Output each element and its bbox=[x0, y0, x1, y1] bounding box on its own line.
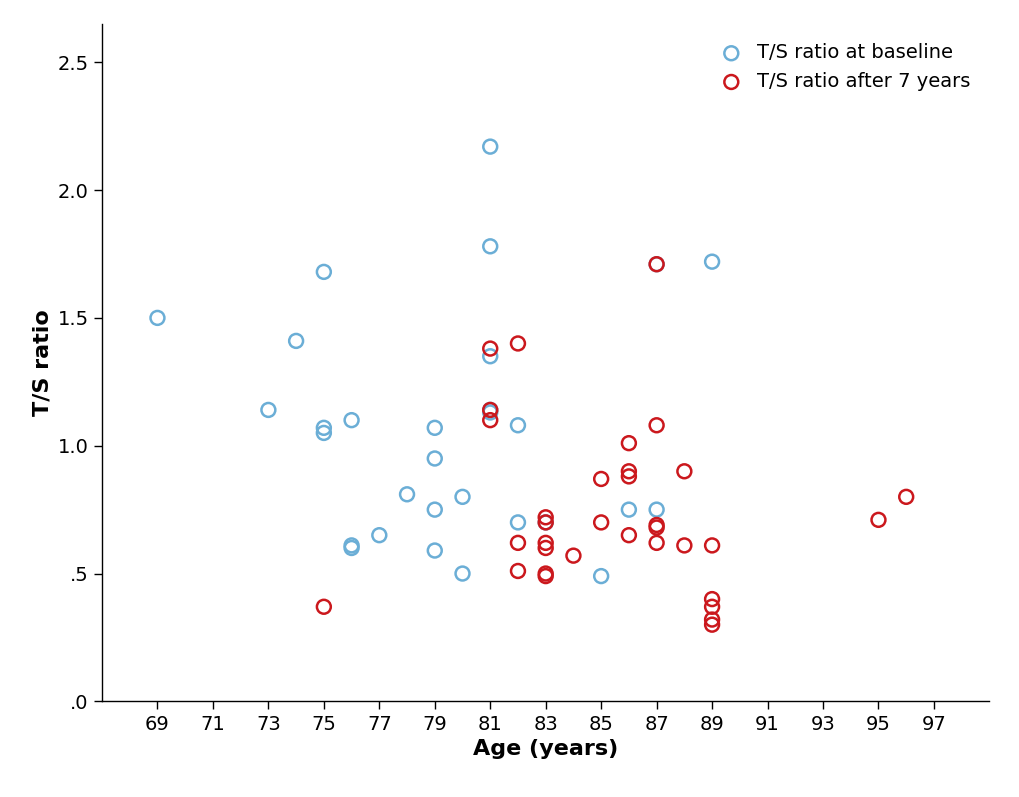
T/S ratio after 7 years bbox=[537, 567, 553, 580]
T/S ratio at baseline bbox=[426, 422, 442, 434]
T/S ratio at baseline bbox=[398, 488, 415, 501]
T/S ratio after 7 years bbox=[703, 600, 719, 613]
T/S ratio at baseline bbox=[315, 426, 331, 439]
T/S ratio at baseline bbox=[426, 503, 442, 516]
T/S ratio after 7 years bbox=[676, 539, 692, 552]
T/S ratio at baseline bbox=[482, 350, 498, 363]
Legend: T/S ratio at baseline, T/S ratio after 7 years: T/S ratio at baseline, T/S ratio after 7… bbox=[701, 33, 978, 100]
T/S ratio after 7 years bbox=[648, 258, 664, 271]
T/S ratio at baseline bbox=[315, 422, 331, 434]
T/S ratio after 7 years bbox=[703, 593, 719, 606]
T/S ratio at baseline bbox=[510, 516, 526, 528]
T/S ratio after 7 years bbox=[648, 521, 664, 534]
T/S ratio at baseline bbox=[482, 403, 498, 416]
T/S ratio after 7 years bbox=[537, 536, 553, 549]
T/S ratio after 7 years bbox=[537, 516, 553, 528]
T/S ratio after 7 years bbox=[621, 470, 637, 483]
T/S ratio after 7 years bbox=[648, 519, 664, 532]
T/S ratio at baseline bbox=[482, 140, 498, 153]
T/S ratio at baseline bbox=[260, 403, 276, 416]
T/S ratio after 7 years bbox=[703, 539, 719, 552]
T/S ratio after 7 years bbox=[592, 473, 608, 485]
T/S ratio after 7 years bbox=[621, 465, 637, 477]
T/S ratio after 7 years bbox=[482, 342, 498, 355]
T/S ratio after 7 years bbox=[648, 536, 664, 549]
X-axis label: Age (years): Age (years) bbox=[473, 739, 618, 759]
T/S ratio at baseline bbox=[648, 258, 664, 271]
Y-axis label: T/S ratio: T/S ratio bbox=[32, 309, 52, 416]
T/S ratio at baseline bbox=[343, 542, 360, 555]
T/S ratio at baseline bbox=[453, 567, 470, 580]
T/S ratio after 7 years bbox=[621, 529, 637, 542]
T/S ratio at baseline bbox=[371, 529, 387, 542]
T/S ratio after 7 years bbox=[897, 490, 913, 503]
T/S ratio after 7 years bbox=[621, 437, 637, 450]
T/S ratio at baseline bbox=[426, 452, 442, 465]
T/S ratio at baseline bbox=[426, 544, 442, 557]
T/S ratio at baseline bbox=[510, 419, 526, 432]
T/S ratio after 7 years bbox=[510, 536, 526, 549]
T/S ratio after 7 years bbox=[703, 613, 719, 626]
T/S ratio at baseline bbox=[482, 240, 498, 253]
T/S ratio at baseline bbox=[315, 265, 331, 278]
T/S ratio after 7 years bbox=[676, 465, 692, 477]
T/S ratio at baseline bbox=[592, 570, 608, 583]
T/S ratio at baseline bbox=[149, 312, 165, 324]
T/S ratio at baseline bbox=[537, 516, 553, 528]
T/S ratio after 7 years bbox=[537, 570, 553, 583]
T/S ratio at baseline bbox=[343, 539, 360, 552]
T/S ratio after 7 years bbox=[537, 542, 553, 555]
T/S ratio after 7 years bbox=[315, 600, 331, 613]
T/S ratio after 7 years bbox=[565, 549, 581, 562]
T/S ratio at baseline bbox=[343, 414, 360, 426]
T/S ratio at baseline bbox=[648, 503, 664, 516]
T/S ratio at baseline bbox=[621, 503, 637, 516]
T/S ratio after 7 years bbox=[648, 419, 664, 432]
T/S ratio after 7 years bbox=[510, 337, 526, 350]
T/S ratio after 7 years bbox=[703, 618, 719, 631]
T/S ratio at baseline bbox=[287, 335, 304, 347]
T/S ratio at baseline bbox=[482, 406, 498, 419]
T/S ratio after 7 years bbox=[869, 513, 886, 526]
T/S ratio after 7 years bbox=[482, 414, 498, 426]
T/S ratio after 7 years bbox=[510, 564, 526, 577]
T/S ratio after 7 years bbox=[537, 511, 553, 524]
T/S ratio at baseline bbox=[453, 490, 470, 503]
T/S ratio at baseline bbox=[703, 255, 719, 268]
T/S ratio after 7 years bbox=[482, 403, 498, 416]
T/S ratio after 7 years bbox=[592, 516, 608, 528]
